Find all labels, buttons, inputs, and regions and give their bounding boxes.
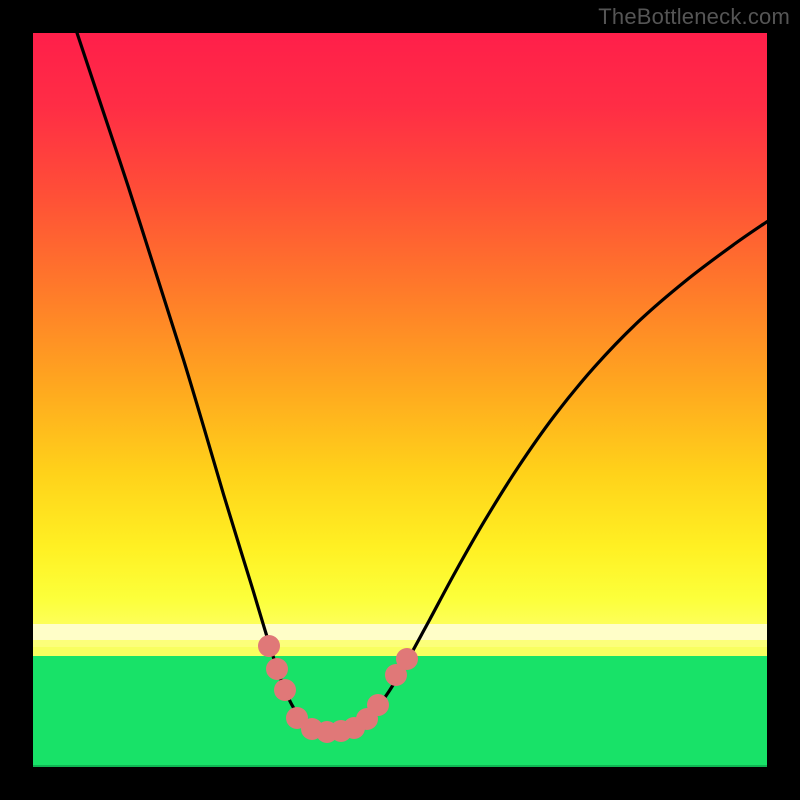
data-marker (396, 648, 418, 670)
watermark-text: TheBottleneck.com (598, 4, 790, 30)
data-marker (274, 679, 296, 701)
plot-area (33, 33, 767, 767)
data-marker (258, 635, 280, 657)
data-marker (367, 694, 389, 716)
curve-right-branch (323, 222, 767, 732)
curve-left-branch (77, 33, 323, 732)
data-marker (266, 658, 288, 680)
